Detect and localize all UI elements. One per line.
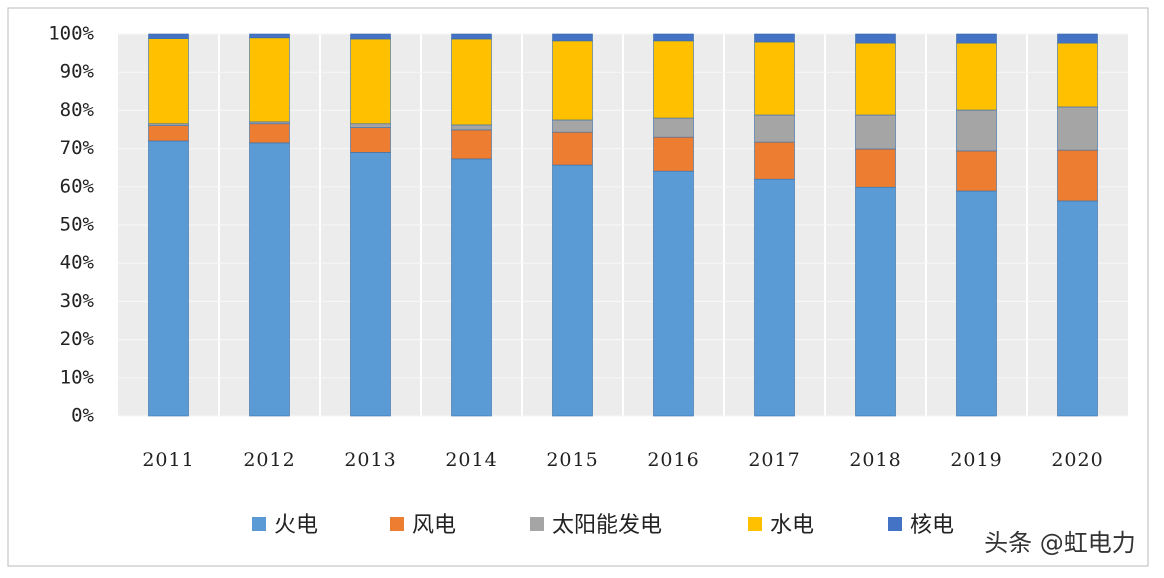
bar-segment xyxy=(552,40,593,121)
legend-swatch xyxy=(888,517,902,531)
bar-segment xyxy=(1057,200,1098,417)
y-tick-label: 30% xyxy=(60,290,95,312)
bar-segment xyxy=(350,38,391,125)
y-tick-label: 70% xyxy=(60,137,95,159)
x-tick-label: 2015 xyxy=(546,449,598,471)
bar-segment xyxy=(249,37,290,123)
bar-segment xyxy=(249,123,290,144)
legend-label: 核电 xyxy=(910,513,954,538)
bar-segment xyxy=(956,150,997,192)
bar-segment xyxy=(552,164,593,417)
bar-segment xyxy=(754,141,795,180)
legend-label: 火电 xyxy=(274,513,318,538)
bar-segment xyxy=(754,178,795,417)
y-tick-label: 40% xyxy=(60,252,95,274)
bar-segment xyxy=(249,33,290,39)
bar-segment xyxy=(1057,42,1098,108)
bar-segment xyxy=(148,38,189,125)
x-tick-label: 2020 xyxy=(1051,449,1103,471)
legend-label: 风电 xyxy=(412,513,456,538)
bar-segment xyxy=(855,33,896,44)
x-tick-label: 2016 xyxy=(647,449,699,471)
bar-segment xyxy=(1057,106,1098,151)
bar-segment xyxy=(249,142,290,417)
legend-swatch xyxy=(748,517,762,531)
bar-segment xyxy=(451,38,492,126)
y-tick-label: 100% xyxy=(48,23,94,45)
x-tick-label: 2014 xyxy=(445,449,497,471)
bar-segment xyxy=(350,127,391,153)
y-tick-label: 90% xyxy=(60,61,95,83)
legend-label: 太阳能发电 xyxy=(552,513,662,538)
bar-segment xyxy=(552,131,593,166)
y-tick-label: 0% xyxy=(71,405,94,427)
bar-segment xyxy=(552,119,593,133)
bar-segment xyxy=(1057,33,1098,44)
legend-swatch xyxy=(390,517,404,531)
bar-segment xyxy=(653,117,694,138)
bar-segment xyxy=(350,152,391,417)
bar-segment xyxy=(653,33,694,42)
bar-segment xyxy=(350,33,391,40)
x-tick-label: 2013 xyxy=(344,449,396,471)
bar-segment xyxy=(451,124,492,131)
x-tick-label: 2019 xyxy=(950,449,1002,471)
bar-segment xyxy=(956,33,997,44)
bar-segment xyxy=(1057,149,1098,202)
bar-segment xyxy=(451,33,492,40)
legend-label: 水电 xyxy=(770,513,814,538)
bar-segment xyxy=(653,170,694,417)
y-tick-label: 20% xyxy=(60,328,95,350)
bar-segment xyxy=(653,136,694,172)
watermark: 头条 @虹电力 xyxy=(984,529,1136,557)
bar-segment xyxy=(653,40,694,119)
bar-segment xyxy=(956,190,997,417)
legend-swatch xyxy=(252,517,266,531)
legend-swatch xyxy=(530,517,544,531)
bar-segment xyxy=(855,186,896,417)
bar-segment xyxy=(754,41,795,116)
bar-segment xyxy=(552,33,593,42)
y-tick-label: 10% xyxy=(60,366,95,388)
bar-segment xyxy=(350,123,391,128)
y-tick-label: 80% xyxy=(60,99,95,121)
bar-segment xyxy=(956,42,997,111)
y-tick-label: 50% xyxy=(60,214,95,236)
bar-segment xyxy=(148,140,189,417)
x-tick-label: 2018 xyxy=(849,449,901,471)
x-tick-label: 2017 xyxy=(748,449,800,471)
bar-segment xyxy=(451,158,492,417)
x-tick-label: 2011 xyxy=(142,449,194,471)
bar-segment xyxy=(754,114,795,143)
bar-segment xyxy=(956,109,997,152)
bar-segment xyxy=(855,42,896,116)
x-tick-label: 2012 xyxy=(243,449,295,471)
bar-segment xyxy=(754,33,795,43)
bar-segment xyxy=(855,114,896,150)
bar-segment xyxy=(855,148,896,188)
y-tick-label: 60% xyxy=(60,175,95,197)
bar-segment xyxy=(148,33,189,39)
bar-segment xyxy=(148,125,189,142)
bar-segment xyxy=(451,129,492,160)
